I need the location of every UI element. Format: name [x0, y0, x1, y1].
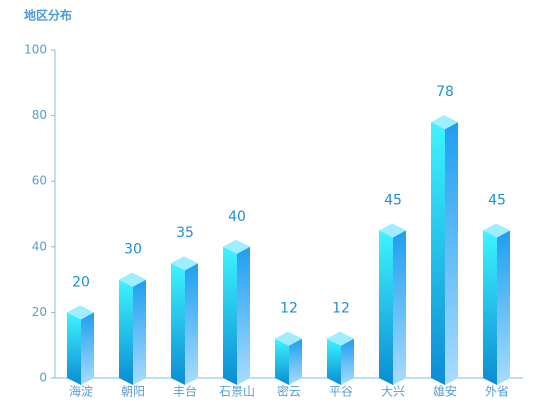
y-tick-label: 0: [39, 371, 47, 385]
x-tick-label: 海淀: [69, 384, 93, 399]
value-label: 35: [176, 225, 194, 241]
bar-front: [431, 122, 445, 385]
bar-top: [275, 331, 302, 346]
x-tick-label: 密云: [277, 384, 301, 399]
bar-side: [237, 246, 250, 385]
bar-front: [67, 312, 81, 385]
x-tick-label: 丰台: [173, 384, 197, 399]
y-tick-label: 60: [32, 174, 47, 188]
y-tick-label: 80: [32, 108, 47, 122]
bar-front: [483, 230, 497, 385]
bar-side: [445, 122, 458, 385]
x-tick-label: 朝阳: [121, 385, 145, 399]
bar-side: [81, 312, 94, 385]
value-label: 20: [72, 274, 90, 290]
bar-side: [341, 338, 354, 385]
x-tick-label: 平谷: [329, 385, 353, 399]
value-label: 30: [124, 242, 142, 258]
bar-side: [185, 263, 198, 385]
bar-side: [133, 279, 146, 385]
y-tick-label: 100: [24, 43, 47, 57]
bar-top: [327, 331, 354, 346]
bar-top: [379, 223, 406, 238]
bar-side: [497, 230, 510, 385]
bar-top: [223, 239, 250, 254]
bar-front: [171, 263, 185, 385]
bar-side: [393, 230, 406, 385]
bar-top: [483, 223, 510, 238]
value-label: 45: [488, 192, 506, 208]
bar-top: [119, 272, 146, 287]
bar-front: [119, 279, 133, 385]
x-tick-label: 雄安: [433, 384, 457, 399]
bar-front: [223, 246, 237, 385]
x-tick-label: 大兴: [381, 385, 405, 399]
bar-front: [327, 338, 341, 385]
chart-title: 地区分布: [24, 8, 72, 23]
bar-top: [67, 305, 94, 320]
value-label: 12: [332, 301, 350, 317]
y-tick-label: 40: [32, 239, 47, 253]
value-label: 40: [228, 209, 246, 225]
bar-front: [275, 338, 289, 385]
bar-front: [379, 230, 393, 385]
value-label: 45: [384, 192, 402, 208]
x-tick-label: 石景山: [219, 385, 255, 399]
bar-side: [289, 338, 302, 385]
bar-top: [171, 256, 198, 271]
x-tick-label: 外省: [485, 385, 509, 399]
value-label: 78: [436, 84, 454, 100]
y-tick-label: 20: [32, 305, 47, 319]
value-label: 12: [280, 301, 298, 317]
bar-top: [431, 115, 458, 130]
